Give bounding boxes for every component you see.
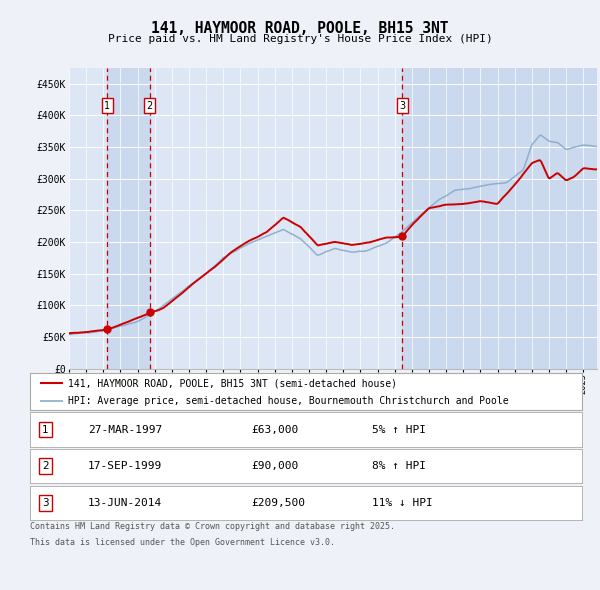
Text: £90,000: £90,000: [251, 461, 298, 471]
Text: £63,000: £63,000: [251, 425, 298, 434]
Text: 8% ↑ HPI: 8% ↑ HPI: [372, 461, 426, 471]
Text: HPI: Average price, semi-detached house, Bournemouth Christchurch and Poole: HPI: Average price, semi-detached house,…: [68, 396, 508, 406]
Text: 2: 2: [146, 101, 153, 111]
Text: 17-SEP-1999: 17-SEP-1999: [88, 461, 162, 471]
Text: 27-MAR-1997: 27-MAR-1997: [88, 425, 162, 434]
Bar: [107, 68, 150, 369]
Text: 11% ↓ HPI: 11% ↓ HPI: [372, 498, 433, 507]
Text: This data is licensed under the Open Government Licence v3.0.: This data is licensed under the Open Gov…: [30, 538, 335, 547]
Text: 1: 1: [104, 101, 110, 111]
Text: Contains HM Land Registry data © Crown copyright and database right 2025.: Contains HM Land Registry data © Crown c…: [30, 522, 395, 530]
Text: 3: 3: [42, 498, 49, 507]
Bar: [403, 68, 597, 369]
Text: 141, HAYMOOR ROAD, POOLE, BH15 3NT: 141, HAYMOOR ROAD, POOLE, BH15 3NT: [151, 21, 449, 35]
Text: 5% ↑ HPI: 5% ↑ HPI: [372, 425, 426, 434]
Text: 3: 3: [400, 101, 406, 111]
Text: 13-JUN-2014: 13-JUN-2014: [88, 498, 162, 507]
Text: 141, HAYMOOR ROAD, POOLE, BH15 3NT (semi-detached house): 141, HAYMOOR ROAD, POOLE, BH15 3NT (semi…: [68, 378, 397, 388]
Text: Price paid vs. HM Land Registry's House Price Index (HPI): Price paid vs. HM Land Registry's House …: [107, 34, 493, 44]
Text: 2: 2: [42, 461, 49, 471]
Text: £209,500: £209,500: [251, 498, 305, 507]
Text: 1: 1: [42, 425, 49, 434]
